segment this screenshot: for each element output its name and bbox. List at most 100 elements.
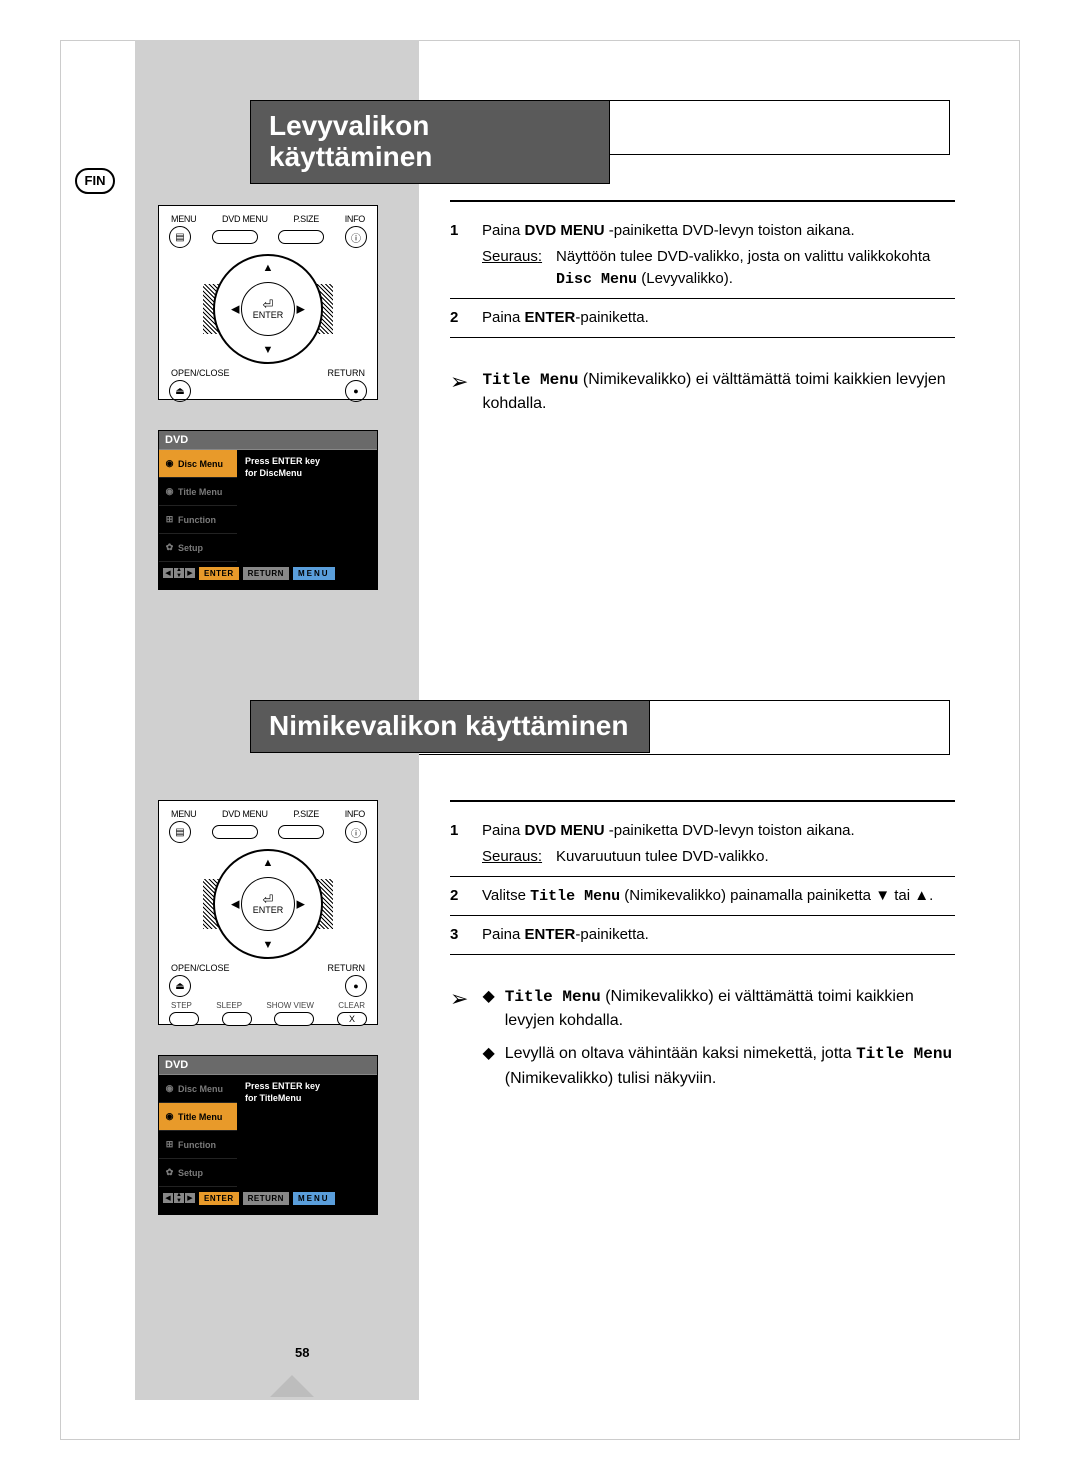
function-icon: ⊞ [164, 1139, 175, 1150]
step-1: 1 Paina DVD MENU -painiketta DVD-levyn t… [450, 814, 955, 874]
osd-item-label: Setup [178, 1168, 203, 1178]
osd-item-setup: ✿ Setup [159, 1159, 237, 1187]
divider [450, 337, 955, 338]
remote-bottom-buttons [169, 380, 367, 402]
step-body: Paina DVD MENU -painiketta DVD-levyn toi… [482, 220, 955, 290]
step-text: Paina ENTER-painiketta. [482, 926, 649, 943]
step-1: 1 Paina DVD MENU -painiketta DVD-levyn t… [450, 214, 955, 296]
bullet-icon: ◆ [482, 985, 494, 1032]
step-number: 2 [450, 307, 464, 329]
osd-footer: ◀ ▲▼ ▶ ENTER RETURN MENU [159, 562, 377, 584]
nav-left-icon: ◀ [163, 1193, 173, 1203]
remote-bottom-buttons [169, 975, 367, 997]
nav-right-icon: ▶ [185, 1193, 195, 1203]
language-badge: FIN [75, 168, 115, 194]
osd-menu-button: MENU [293, 567, 335, 580]
section1-content: 1 Paina DVD MENU -painiketta DVD-levyn t… [450, 200, 955, 415]
showview-button [274, 1012, 314, 1026]
label-info: INFO [345, 214, 365, 224]
result-label: Seuraus: [482, 246, 542, 291]
step-3: 3 Paina ENTER-painiketta. [450, 918, 955, 952]
osd-menu-button: MENU [293, 1192, 335, 1205]
osd-item-label: Setup [178, 543, 203, 553]
remote-top-labels: MENU DVD MENU P.SIZE INFO [169, 214, 367, 226]
label-menu: MENU [171, 809, 196, 819]
remote-extra-buttons: X [169, 1012, 367, 1026]
osd-menu: ◉ Disc Menu ◉ Title Menu ⊞ Function ✿ Se… [159, 450, 237, 562]
remote-top-buttons: ▤ ⓘ [169, 226, 367, 248]
disc-icon: ◉ [164, 1111, 175, 1122]
osd-item-label: Title Menu [178, 487, 222, 497]
dvdmenu-button [212, 825, 258, 839]
osd-item-disc-menu: ◉ Disc Menu [159, 450, 237, 478]
osd-item-setup: ✿ Setup [159, 534, 237, 562]
nav-left-icon: ◀ [163, 568, 173, 578]
osd-enter-button: ENTER [199, 1192, 239, 1205]
label-openclose: OPEN/CLOSE [171, 368, 230, 378]
divider [450, 915, 955, 916]
divider [450, 800, 955, 802]
step-text: Paina DVD MENU -painiketta DVD-levyn toi… [482, 822, 855, 839]
nav-right-icon: ▶ [185, 568, 195, 578]
note-arrow-icon: ➢ [450, 983, 468, 1100]
osd-prompt-line: Press ENTER key [245, 1081, 369, 1091]
label-menu: MENU [171, 214, 196, 224]
osd-screen-disc-menu: DVD ◉ Disc Menu ◉ Title Menu ⊞ Function … [158, 430, 378, 590]
label-showview: SHOW VIEW [266, 1001, 314, 1010]
remote-extra-labels: STEP SLEEP SHOW VIEW CLEAR [169, 997, 367, 1012]
eject-button-icon [169, 975, 191, 997]
osd-item-label: Disc Menu [178, 1084, 223, 1094]
step-text: Paina DVD MENU -painiketta DVD-levyn toi… [482, 222, 855, 239]
enter-button: ⏎ ENTER [241, 877, 295, 931]
osd-item-label: Disc Menu [178, 459, 223, 469]
result-label: Seuraus: [482, 846, 542, 868]
menu-button-icon: ▤ [169, 226, 191, 248]
label-openclose: OPEN/CLOSE [171, 963, 230, 973]
arrow-left-icon: ◀ [231, 303, 239, 316]
osd-header: DVD [159, 431, 377, 450]
divider [450, 298, 955, 299]
label-return: RETURN [328, 963, 366, 973]
divider [450, 954, 955, 955]
label-step: STEP [171, 1001, 192, 1010]
step-body: Paina ENTER-painiketta. [482, 307, 955, 329]
nav-up-icon: ▲▼ [174, 568, 184, 578]
osd-item-label: Function [178, 1140, 216, 1150]
dpad: ▲ ▼ ◀ ▶ ⏎ ENTER [203, 849, 333, 959]
step-number: 2 [450, 885, 464, 908]
psize-button [278, 230, 324, 244]
step-body: Paina ENTER-painiketta. [482, 924, 955, 946]
page-arrow-icon [270, 1375, 314, 1397]
step-text: Valitse Title Menu (Nimikevalikko) paina… [482, 887, 933, 904]
label-psize: P.SIZE [293, 214, 319, 224]
section2-content: 1 Paina DVD MENU -painiketta DVD-levyn t… [450, 800, 955, 1100]
osd-prompt-line: for TitleMenu [245, 1093, 369, 1103]
note-arrow-icon: ➢ [450, 366, 468, 415]
osd-prompt: Press ENTER key for DiscMenu [237, 450, 377, 562]
note-text: Levyllä on oltava vähintään kaksi nimeke… [505, 1042, 955, 1089]
disc-icon: ◉ [164, 486, 175, 497]
disc-icon: ◉ [164, 1083, 175, 1094]
osd-item-label: Function [178, 515, 216, 525]
osd-prompt-line: for DiscMenu [245, 468, 369, 478]
result-text: Näyttöön tulee DVD-valikko, josta on val… [556, 246, 955, 291]
step-number: 1 [450, 820, 464, 868]
dvdmenu-button [212, 230, 258, 244]
function-icon: ⊞ [164, 514, 175, 525]
result-row: Seuraus: Kuvaruutuun tulee DVD-valikko. [482, 846, 955, 868]
sleep-button [222, 1012, 252, 1026]
note-item: ◆ Levyllä on oltava vähintään kaksi nime… [482, 1042, 955, 1089]
osd-item-function: ⊞ Function [159, 506, 237, 534]
arrow-left-icon: ◀ [231, 898, 239, 911]
clear-button: X [337, 1012, 367, 1026]
step-number: 1 [450, 220, 464, 290]
note-block: ➢ ◆ Title Menu (Nimikevalikko) ei välttä… [450, 985, 955, 1100]
osd-prompt-line: Press ENTER key [245, 456, 369, 466]
gear-icon: ✿ [164, 1167, 175, 1178]
osd-item-disc-menu: ◉ Disc Menu [159, 1075, 237, 1103]
label-info: INFO [345, 809, 365, 819]
arrow-right-icon: ▶ [297, 303, 305, 316]
step-2: 2 Paina ENTER-painiketta. [450, 301, 955, 335]
step-button [169, 1012, 199, 1026]
osd-body: ◉ Disc Menu ◉ Title Menu ⊞ Function ✿ Se… [159, 1075, 377, 1187]
